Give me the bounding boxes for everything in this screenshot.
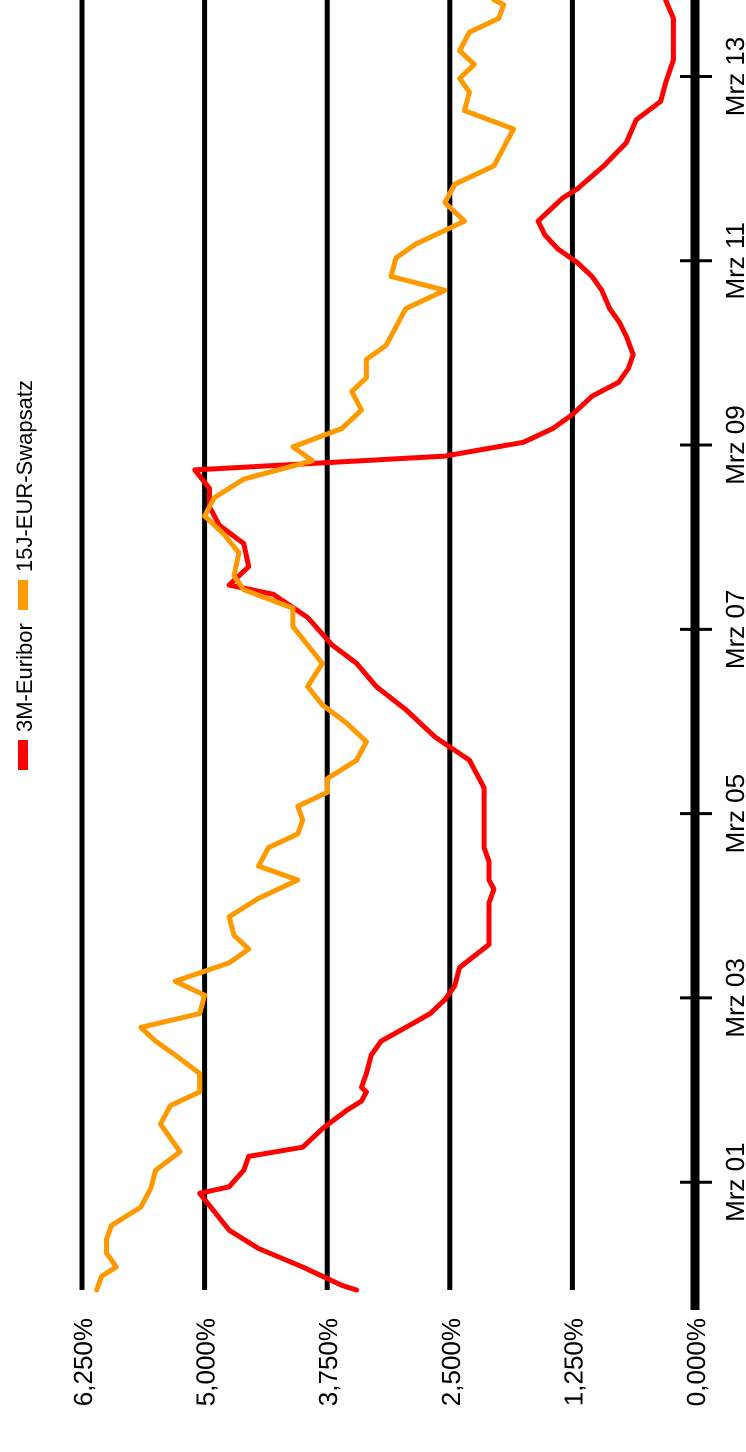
series-line-swap: [94, 0, 517, 1293]
legend-label-euribor: 3M-Euribor: [12, 623, 37, 732]
y-tick-label-1: 1,250%: [558, 1318, 588, 1406]
y-axis-tick-labels: 0,000% 1,250% 2,500% 3,750% 5,000% 6,250%: [68, 1318, 711, 1406]
legend: 3M-Euribor 15J-EUR-Swapsatz: [12, 380, 37, 770]
y-tick-label-2: 2,500%: [436, 1318, 466, 1406]
legend-swatch-swap: [18, 580, 28, 610]
series-line-euribor: [192, 0, 676, 1293]
gridlines: [79, 0, 700, 1310]
x-tick-label-1: Mrz 03: [720, 958, 746, 1037]
x-tick-label-3: Mrz 07: [720, 590, 746, 669]
y-tick-label-4: 5,000%: [191, 1318, 221, 1406]
y-tick-label-0: 0,000%: [681, 1318, 711, 1406]
x-axis: [680, 74, 712, 1184]
x-tick-label-4: Mrz 09: [720, 405, 746, 484]
x-tick-label-6: Mrz 13: [720, 37, 746, 116]
legend-swatch-euribor: [18, 740, 28, 770]
legend-label-swap: 15J-EUR-Swapsatz: [12, 380, 37, 572]
y-tick-label-5: 6,250%: [68, 1318, 98, 1406]
x-axis-tick-labels: Mrz 01 Mrz 03 Mrz 05 Mrz 07 Mrz 09 Mrz 11 Mrz …: [720, 37, 746, 1222]
y-tick-label-3: 3,750%: [313, 1318, 343, 1406]
x-tick-label-5: Mrz 11: [720, 222, 746, 300]
x-tick-label-0: Mrz 01: [720, 1142, 746, 1221]
series-layer: [94, 0, 676, 1293]
x-tick-label-2: Mrz 05: [720, 774, 746, 853]
